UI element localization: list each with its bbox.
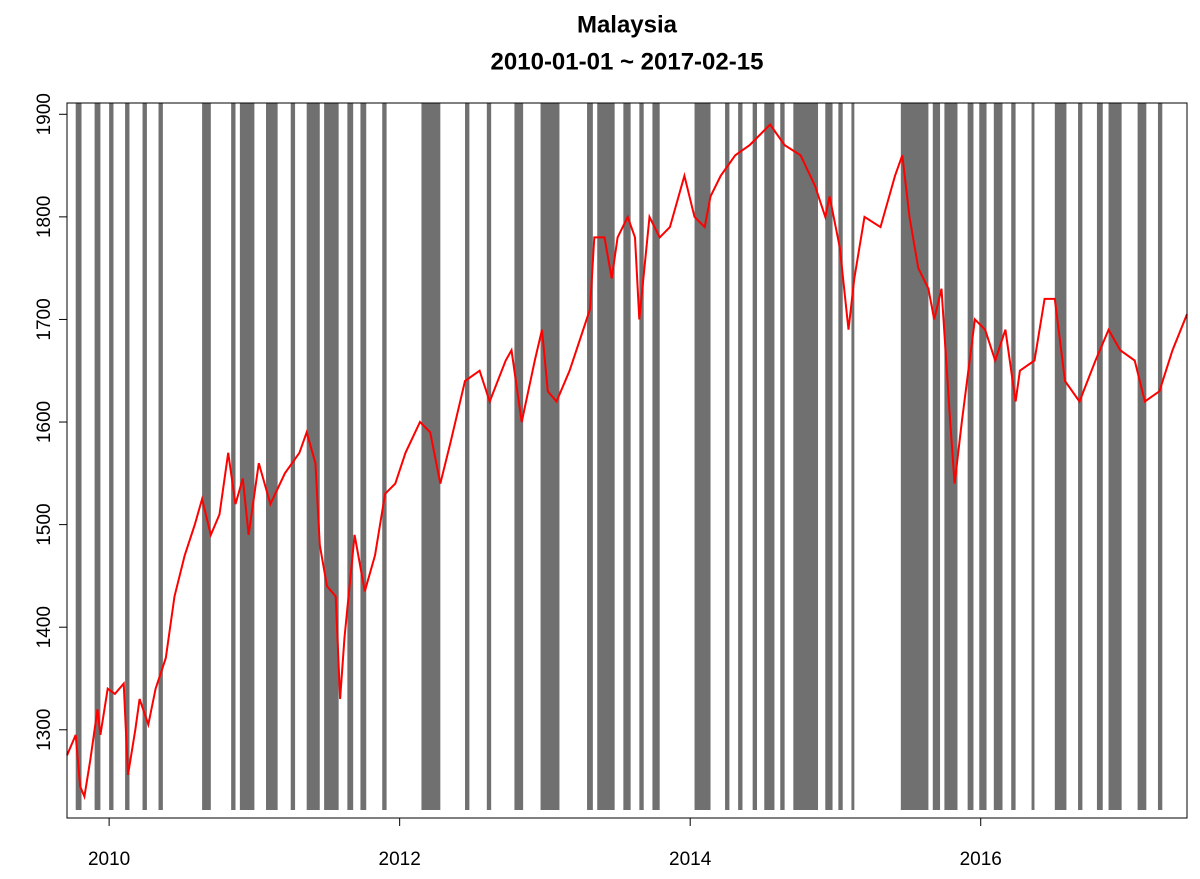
shade-band — [793, 103, 819, 810]
chart-title: Malaysia — [577, 11, 678, 38]
shade-band — [1137, 103, 1147, 810]
shade-band — [838, 103, 843, 810]
shade-band — [421, 103, 441, 810]
shade-band — [94, 103, 101, 810]
shade-band — [290, 103, 296, 810]
shade-band — [1108, 103, 1122, 810]
data-line — [66, 122, 1188, 801]
shade-band — [324, 103, 339, 810]
shade-band — [266, 103, 278, 810]
shade-band — [587, 103, 593, 810]
shade-band — [623, 103, 631, 810]
y-tick-label: 1400 — [34, 606, 55, 648]
shade-band — [639, 103, 644, 810]
shade-band — [1031, 103, 1035, 810]
y-tick-label: 1500 — [34, 503, 55, 545]
y-tick-label: 1600 — [34, 401, 55, 443]
shade-band — [125, 103, 130, 810]
shade-band — [738, 103, 743, 810]
y-tick-label: 1700 — [34, 298, 55, 340]
shade-band — [109, 103, 114, 810]
shade-band — [239, 103, 255, 810]
shade-band — [694, 103, 711, 810]
shade-band — [142, 103, 147, 810]
shade-band — [231, 103, 236, 810]
shade-band — [1054, 103, 1067, 810]
shade-band — [382, 103, 387, 810]
shade-band — [1011, 103, 1016, 810]
shade-band — [1096, 103, 1103, 810]
shade-band — [764, 103, 775, 810]
shade-band — [1157, 103, 1163, 810]
shade-band — [725, 103, 730, 810]
shade-band — [993, 103, 1003, 810]
shade-band — [465, 103, 470, 810]
shade-band — [967, 103, 974, 810]
x-tick-label: 2012 — [379, 849, 421, 870]
y-tick-label: 1800 — [34, 196, 55, 238]
shade-band — [347, 103, 354, 810]
shade-band — [1078, 103, 1083, 810]
shade-band — [202, 103, 211, 810]
shade-band — [486, 103, 492, 810]
x-tick-label: 2014 — [669, 849, 712, 870]
plot-frame — [66, 102, 1188, 819]
x-tick-label: 2010 — [88, 849, 130, 870]
shade-band — [979, 103, 987, 810]
shade-band — [752, 103, 758, 810]
shade-band — [780, 103, 785, 810]
shade-band — [944, 103, 958, 810]
shade-band — [360, 103, 367, 810]
shade-band — [851, 103, 855, 810]
shade-band — [514, 103, 524, 810]
shade-band — [932, 103, 941, 810]
shade-band — [158, 103, 163, 810]
shade-band — [597, 103, 615, 810]
shade-band — [540, 103, 560, 810]
y-tick-label: 1300 — [34, 709, 55, 751]
shade-band — [652, 103, 660, 810]
shade-band — [825, 103, 833, 810]
x-tick-label: 2016 — [960, 849, 1002, 870]
shade-band — [75, 103, 82, 810]
shade-band — [900, 103, 929, 810]
chart-subtitle: 2010-01-01 ~ 2017-02-15 — [491, 48, 764, 75]
y-tick-label: 1900 — [34, 93, 55, 135]
